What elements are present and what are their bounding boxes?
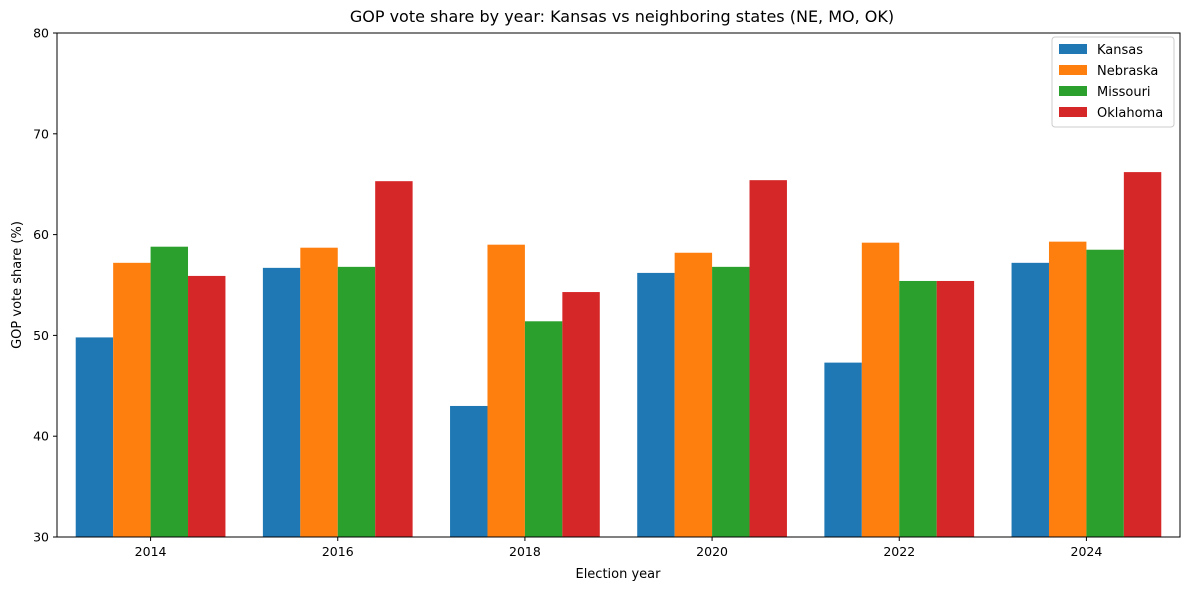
y-tick-label: 60 [33, 227, 49, 242]
bar-oklahoma-2014 [188, 275, 226, 537]
legend-swatch-kansas [1059, 44, 1087, 54]
bar-nebraska-2020 [674, 252, 713, 537]
legend-label-nebraska: Nebraska [1097, 64, 1158, 79]
bar-nebraska-2014 [113, 262, 151, 537]
bar-missouri-2014 [150, 246, 189, 538]
bar-kansas-2022 [824, 362, 862, 537]
x-tick-label: 2018 [509, 544, 541, 559]
chart-title: GOP vote share by year: Kansas vs neighb… [350, 7, 894, 26]
bar-kansas-2018 [450, 405, 488, 537]
legend-box [1051, 36, 1175, 128]
bar-missouri-2022 [899, 280, 937, 537]
bar-kansas-2024 [1011, 262, 1049, 537]
bar-oklahoma-2022 [936, 280, 975, 537]
bars-group [75, 172, 1162, 538]
y-tick-label: 30 [33, 530, 49, 545]
y-tick-label: 40 [33, 429, 49, 444]
x-tick-label: 2016 [322, 544, 354, 559]
legend: Kansas Nebraska Missouri Oklahoma [1051, 36, 1175, 128]
bar-kansas-2016 [262, 267, 301, 537]
y-tick-label: 80 [33, 26, 49, 41]
bar-kansas-2014 [75, 337, 114, 537]
y-tick-label: 50 [33, 328, 49, 343]
y-axis-label: GOP vote share (%) [10, 221, 25, 349]
bar-missouri-2024 [1086, 249, 1124, 537]
legend-label-oklahoma: Oklahoma [1097, 106, 1163, 121]
bar-oklahoma-2024 [1123, 172, 1162, 537]
bar-nebraska-2022 [861, 242, 900, 537]
bar-nebraska-2024 [1048, 241, 1087, 537]
legend-swatch-oklahoma [1059, 107, 1087, 117]
legend-label-kansas: Kansas [1097, 43, 1143, 58]
bar-nebraska-2016 [300, 247, 338, 538]
legend-swatch-missouri [1059, 86, 1087, 96]
bar-nebraska-2018 [487, 244, 525, 537]
bar-missouri-2020 [712, 266, 750, 537]
y-axis: 30 40 50 60 70 80 [33, 26, 57, 545]
legend-swatch-nebraska [1059, 65, 1087, 75]
bar-kansas-2020 [637, 272, 675, 537]
bar-oklahoma-2018 [562, 292, 600, 537]
plot-frame [56, 32, 1181, 538]
bar-missouri-2016 [337, 266, 376, 537]
bar-oklahoma-2016 [375, 181, 413, 537]
bar-oklahoma-2020 [749, 180, 787, 537]
y-tick-label: 70 [33, 126, 49, 141]
x-tick-label: 2020 [696, 544, 728, 559]
legend-label-missouri: Missouri [1097, 85, 1151, 100]
x-tick-label: 2024 [1071, 544, 1103, 559]
x-axis: 2014 2016 2018 2020 2022 2024 [135, 537, 1103, 559]
x-tick-label: 2014 [135, 544, 167, 559]
bar-missouri-2018 [524, 321, 563, 537]
x-tick-label: 2022 [883, 544, 915, 559]
x-axis-label: Election year [575, 567, 661, 582]
